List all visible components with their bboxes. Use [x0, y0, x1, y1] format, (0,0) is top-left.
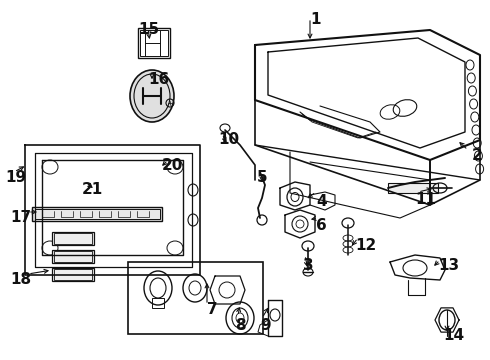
Text: 20: 20	[162, 158, 183, 173]
Text: 13: 13	[438, 258, 459, 273]
Text: 16: 16	[148, 72, 169, 87]
Bar	[140, 30, 168, 56]
Bar	[128, 262, 263, 334]
Bar	[152, 298, 164, 308]
Text: 12: 12	[355, 238, 376, 253]
Text: 1: 1	[310, 12, 320, 27]
Text: 11: 11	[415, 192, 436, 207]
Text: 18: 18	[10, 272, 31, 287]
Bar	[388, 183, 438, 193]
Text: 8: 8	[235, 318, 245, 333]
Bar	[54, 233, 92, 244]
Text: 3: 3	[303, 258, 314, 273]
Text: 9: 9	[260, 318, 270, 333]
Text: 21: 21	[82, 182, 103, 197]
Text: 2: 2	[472, 148, 483, 163]
Text: 7: 7	[207, 302, 218, 317]
Bar	[138, 28, 170, 58]
Text: 14: 14	[443, 328, 464, 343]
Text: 5: 5	[257, 170, 268, 185]
Bar	[35, 209, 160, 219]
Bar	[54, 251, 92, 262]
Text: 15: 15	[138, 22, 159, 37]
Bar	[52, 250, 94, 263]
Text: 19: 19	[5, 170, 26, 185]
Bar	[54, 269, 92, 280]
Bar	[52, 268, 94, 281]
Text: 10: 10	[218, 132, 239, 147]
Bar	[32, 207, 162, 221]
Text: 6: 6	[316, 218, 327, 233]
Ellipse shape	[130, 70, 174, 122]
Text: 4: 4	[316, 194, 327, 209]
Bar	[52, 232, 94, 245]
Text: 17: 17	[10, 210, 31, 225]
